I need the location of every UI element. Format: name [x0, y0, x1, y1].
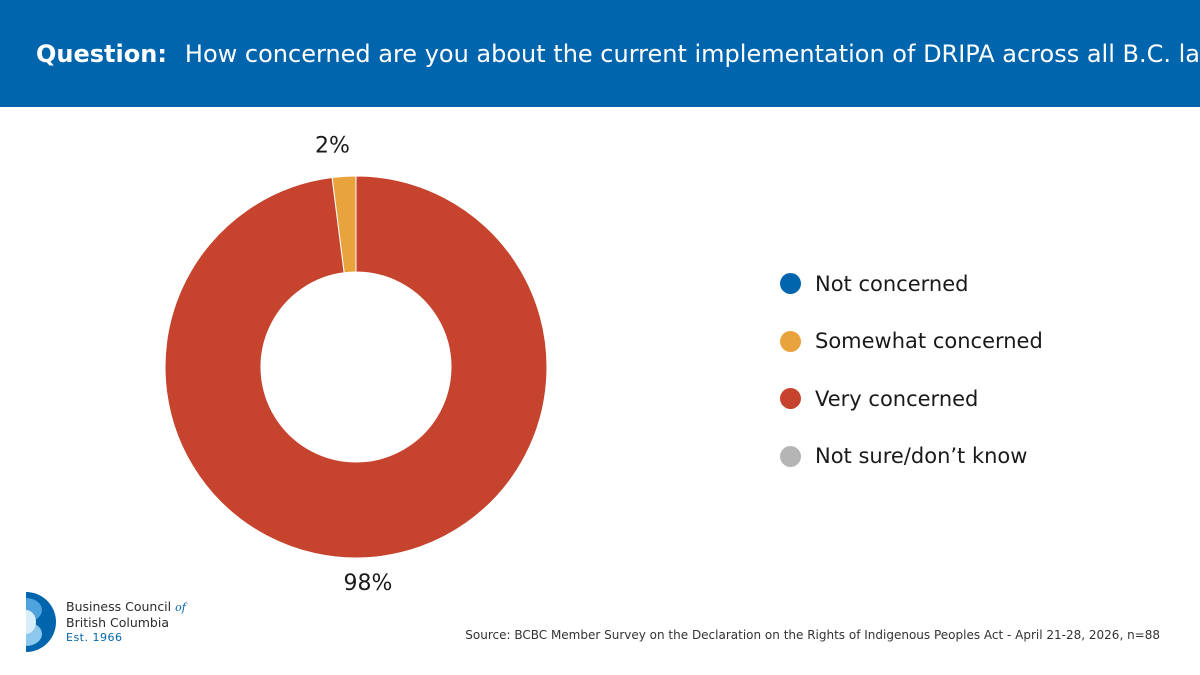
donut-slices	[164, 175, 548, 559]
legend-label-not-concerned: Not concerned	[815, 271, 969, 296]
source-note: Source: BCBC Member Survey on the Declar…	[465, 628, 1160, 642]
legend-dot-not-concerned	[780, 273, 801, 294]
legend-label-not-sure: Not sure/don’t know	[815, 444, 1028, 468]
logo-text: Business Council of British Columbia Est…	[66, 599, 186, 645]
question-text: How concerned are you about the current …	[184, 39, 1200, 68]
slice-very-concerned	[164, 175, 548, 559]
question-header: Question: How concerned are you about th…	[0, 0, 1200, 107]
legend-dot-very-concerned	[780, 388, 801, 409]
data-label-somewhat: 2%	[315, 133, 350, 158]
legend-item-very-concerned: Very concerned	[780, 383, 1043, 414]
bcbc-logo: Business Council of British Columbia Est…	[24, 590, 186, 654]
logo-of: of	[175, 601, 186, 614]
logo-line1: Business Council	[66, 599, 172, 614]
legend-item-somewhat-concerned: Somewhat concerned	[780, 326, 1043, 357]
legend-dot-not-sure	[780, 445, 801, 467]
legend-label-very-concerned: Very concerned	[815, 386, 979, 411]
legend: Not concerned Somewhat concerned Very co…	[780, 268, 1043, 498]
bcbc-logo-icon	[26, 592, 56, 652]
question-label: Question:	[36, 39, 167, 68]
legend-item-not-concerned: Not concerned	[780, 268, 1043, 299]
logo-line2: British Columbia	[66, 615, 169, 630]
donut-chart: 2% 98%	[164, 133, 548, 596]
legend-dot-somewhat-concerned	[780, 330, 801, 352]
legend-label-somewhat-concerned: Somewhat concerned	[815, 329, 1043, 353]
logo-est: Est. 1966	[66, 631, 123, 644]
data-label-very: 98%	[344, 571, 393, 596]
legend-item-not-sure: Not sure/don’t know	[780, 441, 1043, 472]
